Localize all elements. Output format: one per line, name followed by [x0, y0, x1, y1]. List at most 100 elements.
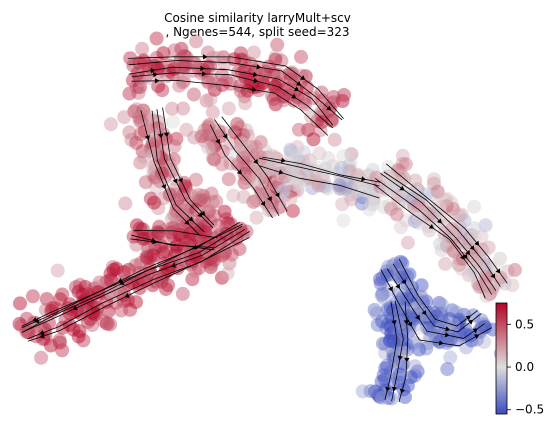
cell-point: [445, 222, 460, 236]
cell-point: [156, 191, 171, 206]
cell-point: [429, 208, 444, 223]
cell-point: [414, 278, 429, 293]
cell-point: [68, 280, 83, 295]
stream-arrow: [144, 135, 151, 141]
cell-point: [419, 201, 434, 216]
cell-point: [386, 324, 401, 339]
cell-point: [147, 170, 162, 185]
cell-point: [258, 67, 273, 82]
stream-arrow: [300, 75, 306, 80]
cell-point: [443, 350, 458, 365]
cell-point: [152, 174, 167, 188]
cell-point: [129, 135, 144, 150]
cell-point: [136, 103, 151, 118]
cell-point: [344, 147, 359, 162]
cell-point: [400, 269, 414, 284]
cell-point: [234, 52, 249, 67]
cell-point: [269, 181, 284, 196]
cell-point: [419, 206, 434, 221]
cell-point: [151, 226, 166, 241]
cell-point: [249, 210, 264, 225]
cell-point: [178, 181, 193, 196]
cell-point: [43, 338, 58, 353]
cell-point: [390, 313, 405, 328]
cell-point: [306, 91, 321, 106]
cell-point: [410, 364, 425, 379]
cell-point: [308, 164, 322, 179]
cell-point: [204, 186, 219, 201]
cell-point: [25, 289, 40, 304]
cell-point: [246, 194, 261, 209]
cell-point: [396, 298, 411, 313]
cell-point: [465, 265, 480, 280]
cell-point: [196, 249, 211, 264]
stream-arrow: [161, 184, 167, 190]
cell-point: [297, 145, 312, 160]
cell-point: [89, 285, 104, 300]
cell-point: [315, 109, 330, 124]
cell-point: [363, 181, 378, 196]
streamline: [21, 223, 243, 329]
cell-point: [374, 288, 389, 303]
cell-point: [149, 170, 164, 185]
stream-arrow: [397, 355, 403, 361]
cell-point: [230, 157, 245, 172]
cell-point: [141, 240, 156, 255]
cell-point: [477, 334, 492, 349]
cell-point: [76, 333, 91, 348]
cell-point: [373, 390, 388, 404]
cell-point: [188, 247, 203, 262]
cell-point: [505, 278, 520, 293]
cell-point: [453, 219, 468, 234]
cell-point: [462, 268, 476, 283]
cell-point: [411, 196, 426, 211]
cell-point: [317, 174, 332, 189]
cell-point: [469, 332, 484, 347]
stream-arrow: [124, 292, 130, 298]
cell-point: [156, 267, 171, 282]
cell-point: [203, 260, 218, 275]
cell-point: [293, 180, 307, 194]
cell-point: [343, 156, 358, 171]
stream-arrow: [399, 388, 406, 394]
cell-point: [221, 235, 236, 250]
cell-point: [268, 78, 283, 93]
chart-title: Cosine similarity larryMult+scv: [164, 11, 351, 25]
cell-point: [176, 58, 190, 73]
cell-point: [447, 225, 462, 239]
streamline: [380, 269, 492, 347]
cell-point: [375, 286, 390, 301]
cell-point: [201, 75, 216, 90]
cell-point: [240, 83, 255, 98]
cell-point: [255, 76, 270, 91]
cell-point: [207, 152, 222, 167]
cell-point: [335, 197, 350, 212]
cell-point: [178, 208, 193, 222]
cell-point: [135, 222, 150, 237]
cell-point: [167, 208, 182, 223]
cell-point: [243, 74, 258, 89]
cell-point: [131, 85, 146, 100]
cell-point: [85, 318, 100, 333]
streamline: [392, 263, 482, 333]
cell-point: [267, 79, 282, 94]
cell-point: [149, 50, 164, 65]
cell-point: [135, 41, 150, 56]
cell-point: [189, 226, 203, 241]
cell-point: [270, 37, 285, 52]
cell-point: [393, 220, 408, 235]
cell-point: [138, 273, 153, 288]
cell-point: [196, 226, 211, 241]
cell-point: [269, 180, 284, 195]
cell-point: [258, 159, 273, 174]
cell-point: [363, 384, 378, 399]
stream-arrow: [401, 279, 406, 285]
cell-point: [389, 170, 404, 185]
cell-point: [290, 89, 305, 104]
cell-point: [205, 250, 219, 265]
cell-point: [129, 80, 144, 95]
stream-arrow: [459, 254, 465, 260]
stream-arrow: [391, 320, 397, 326]
cell-point: [189, 202, 204, 217]
stream-arrow: [150, 67, 156, 74]
